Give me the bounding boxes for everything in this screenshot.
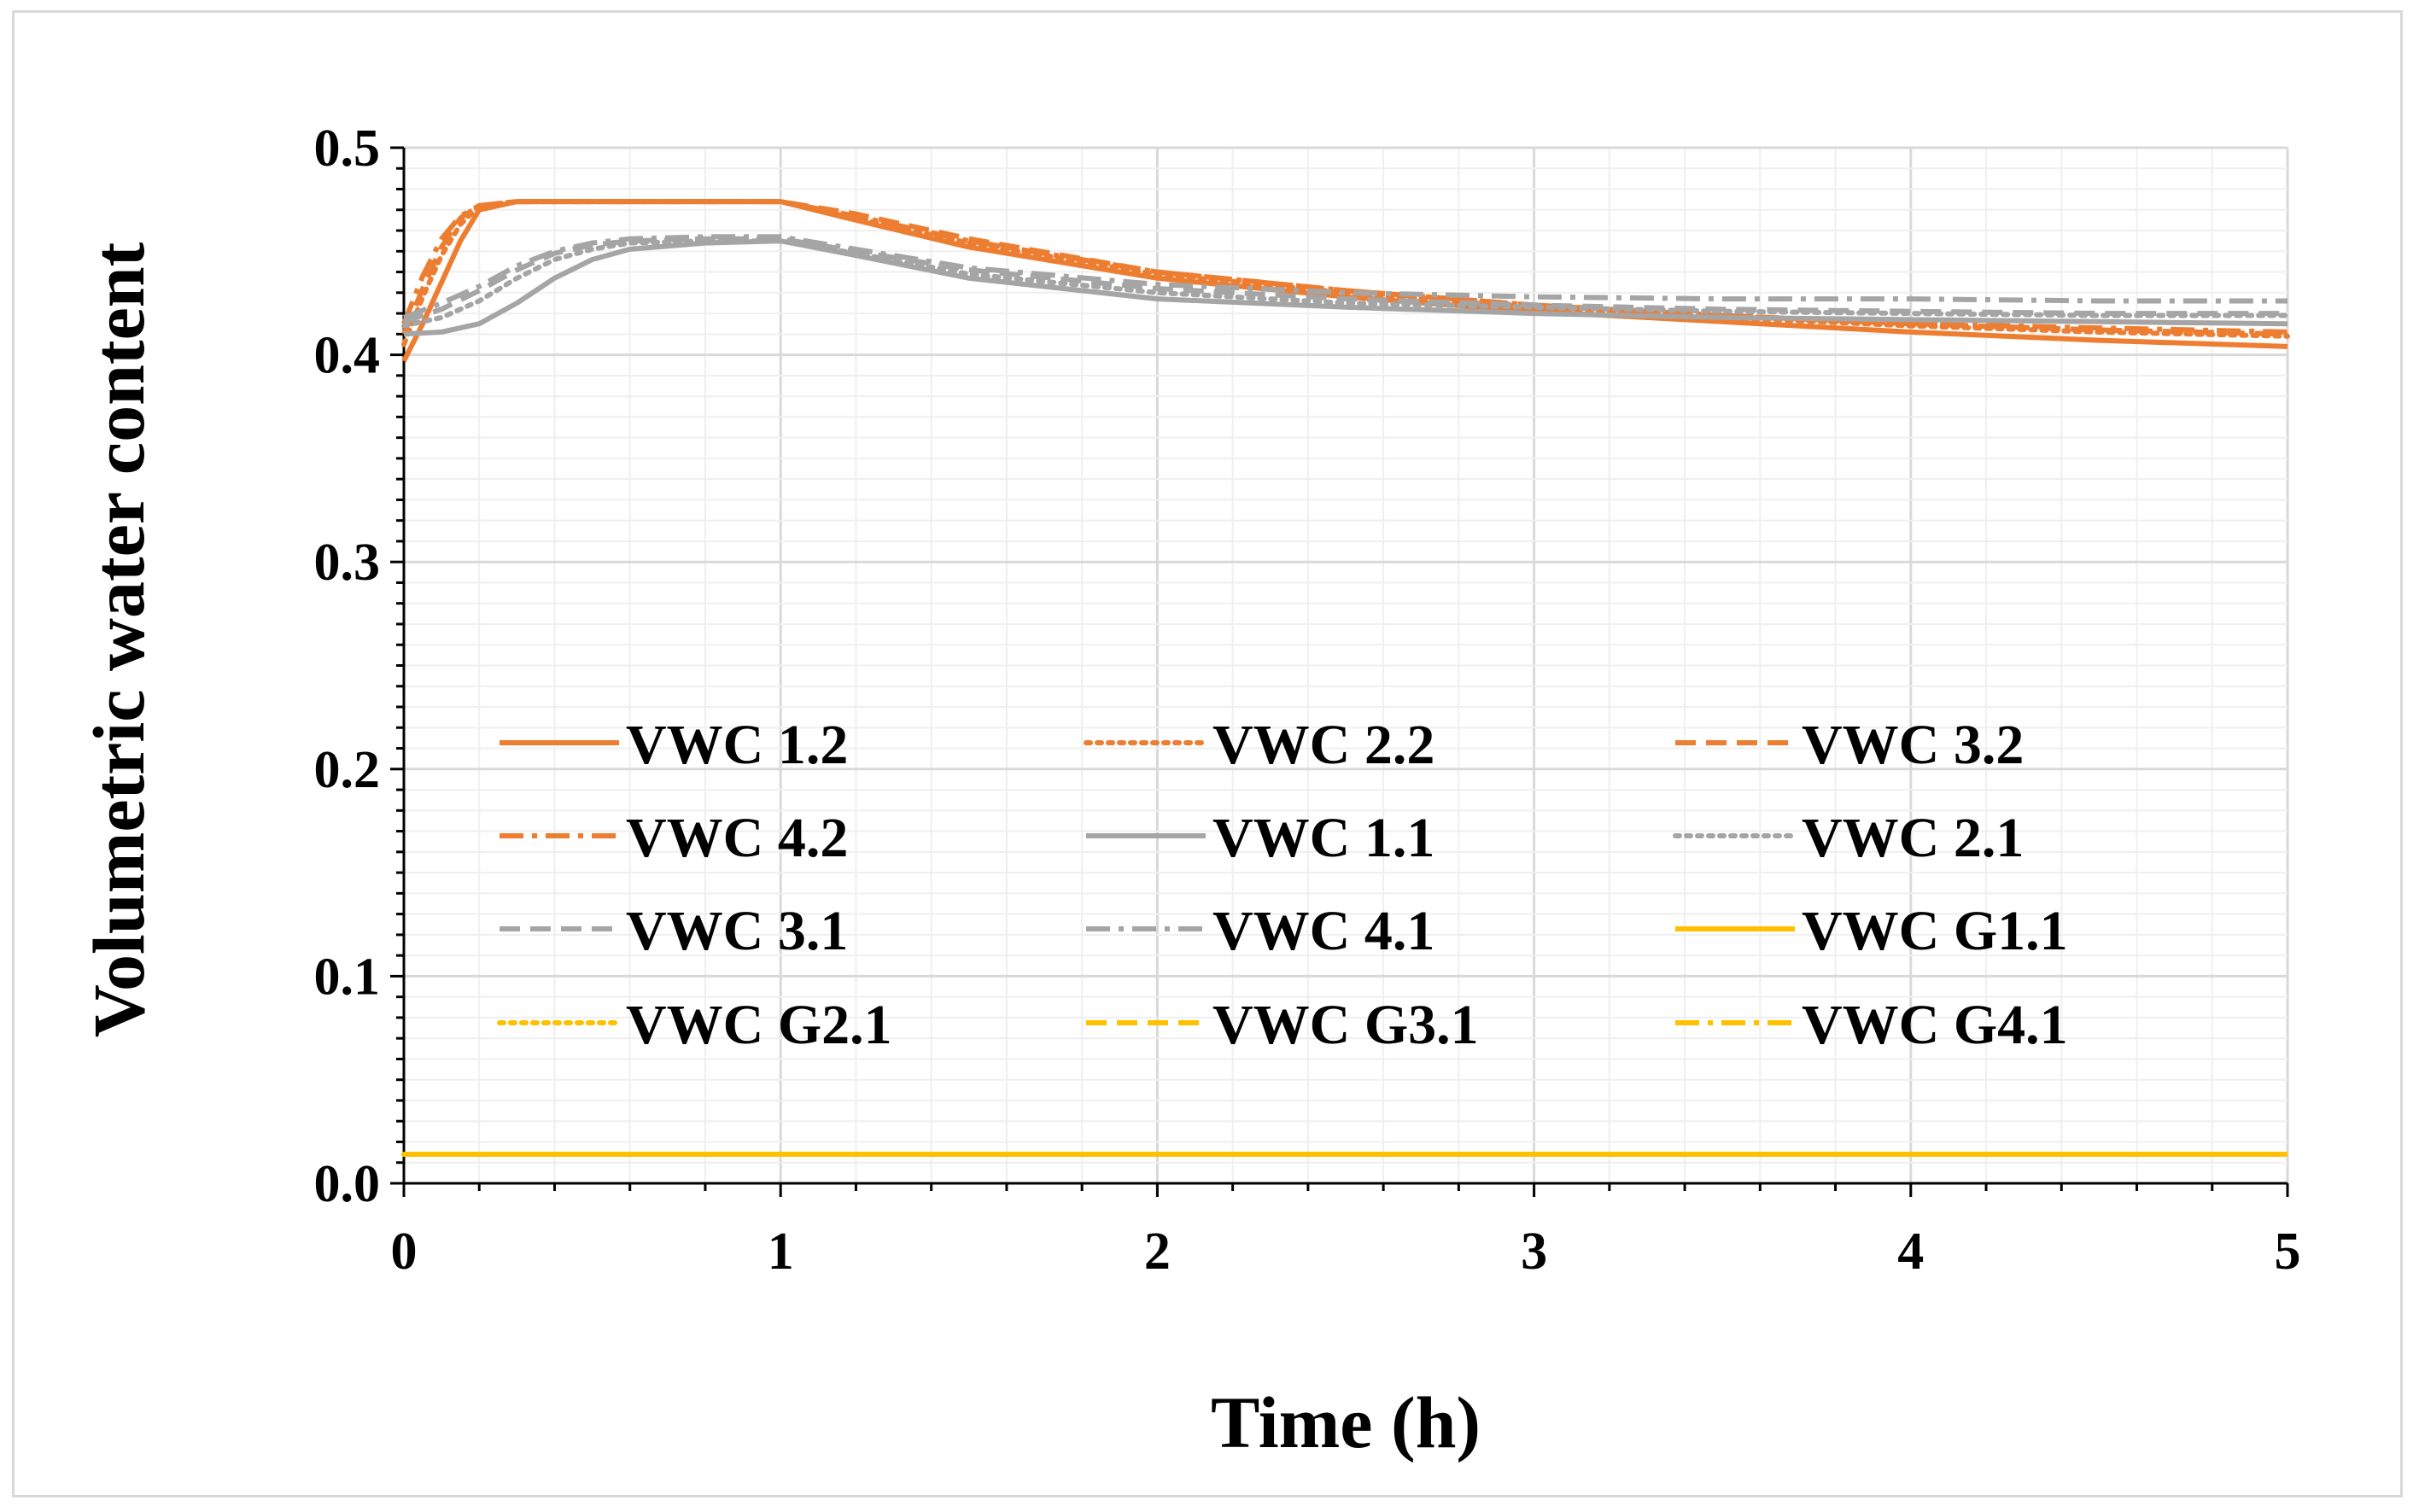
legend-label: VWC 4.2 bbox=[626, 807, 848, 869]
legend-label: VWC 3.2 bbox=[1802, 714, 2024, 776]
legend-label: VWC 1.1 bbox=[1212, 807, 1434, 869]
y-tick-label: 0.5 bbox=[314, 120, 381, 178]
legend-label: VWC G2.1 bbox=[626, 994, 892, 1056]
series-line-vwc-1-1 bbox=[403, 238, 2288, 337]
x-tick-label: 4 bbox=[1897, 1223, 1924, 1281]
legend-item: VWC 2.1 bbox=[1673, 807, 2024, 869]
legend-label: VWC G1.1 bbox=[1802, 900, 2068, 962]
series-line-vwc-4-2 bbox=[401, 199, 2288, 335]
y-tick-label: 0.1 bbox=[314, 948, 381, 1006]
y-tick-label: 0.3 bbox=[314, 534, 381, 592]
x-axis-title: Time (h) bbox=[1211, 1381, 1481, 1463]
legend-item: VWC G1.1 bbox=[1675, 900, 2068, 962]
legend-label: VWC 2.1 bbox=[1802, 807, 2024, 869]
legend-item: VWC 2.2 bbox=[1084, 714, 1434, 776]
y-tick-label: 0.0 bbox=[314, 1155, 381, 1213]
legend-item: VWC 3.2 bbox=[1675, 714, 2024, 776]
x-tick-labels: 0 1 2 3 4 5 bbox=[391, 1223, 2301, 1281]
legend-item: VWC G2.1 bbox=[497, 994, 892, 1056]
legend-label: VWC 1.2 bbox=[626, 714, 848, 776]
legend-item: VWC G3.1 bbox=[1086, 994, 1479, 1056]
chart-frame bbox=[12, 10, 2403, 1497]
series-line-vwc-4-1 bbox=[402, 234, 2288, 320]
legend-item: VWC 3.1 bbox=[500, 900, 848, 962]
legend-label: VWC 4.1 bbox=[1212, 900, 1434, 962]
series-lines bbox=[401, 199, 2290, 1157]
legend-item: VWC 1.2 bbox=[500, 714, 848, 776]
x-tick-label: 1 bbox=[768, 1223, 794, 1281]
legend-item: VWC 1.1 bbox=[1086, 807, 1434, 869]
legend-label: VWC 3.1 bbox=[626, 900, 848, 962]
y-axis-title: Volumetric water content bbox=[78, 242, 160, 1037]
legend-item: VWC 4.2 bbox=[500, 807, 848, 869]
legend-label: VWC G3.1 bbox=[1212, 994, 1479, 1056]
x-tick-label: 0 bbox=[391, 1223, 418, 1281]
x-tick-label: 2 bbox=[1144, 1223, 1171, 1281]
x-tick-label: 5 bbox=[2275, 1223, 2301, 1281]
y-tick-labels: 0.0 0.1 0.2 0.3 0.4 0.5 bbox=[314, 120, 381, 1213]
legend-label: VWC G4.1 bbox=[1802, 994, 2068, 1056]
legend: VWC 1.2 VWC 2.2 VWC 3.2 VWC 4.2 VWC 1.1 VWC 2… bbox=[497, 714, 2068, 1056]
y-tick-label: 0.2 bbox=[314, 741, 381, 799]
legend-item: VWC 4.1 bbox=[1086, 900, 1434, 962]
legend-label: VWC 2.2 bbox=[1212, 714, 1434, 776]
series-line-vwc-1-2 bbox=[401, 199, 2288, 363]
x-tick-label: 3 bbox=[1521, 1223, 1547, 1281]
y-tick-label: 0.4 bbox=[314, 327, 381, 385]
legend-item: VWC G4.1 bbox=[1675, 994, 2068, 1056]
